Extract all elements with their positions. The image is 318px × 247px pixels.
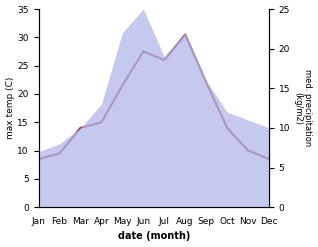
X-axis label: date (month): date (month) <box>118 231 190 242</box>
Y-axis label: max temp (C): max temp (C) <box>5 77 15 139</box>
Y-axis label: med. precipitation
(kg/m2): med. precipitation (kg/m2) <box>293 69 313 147</box>
